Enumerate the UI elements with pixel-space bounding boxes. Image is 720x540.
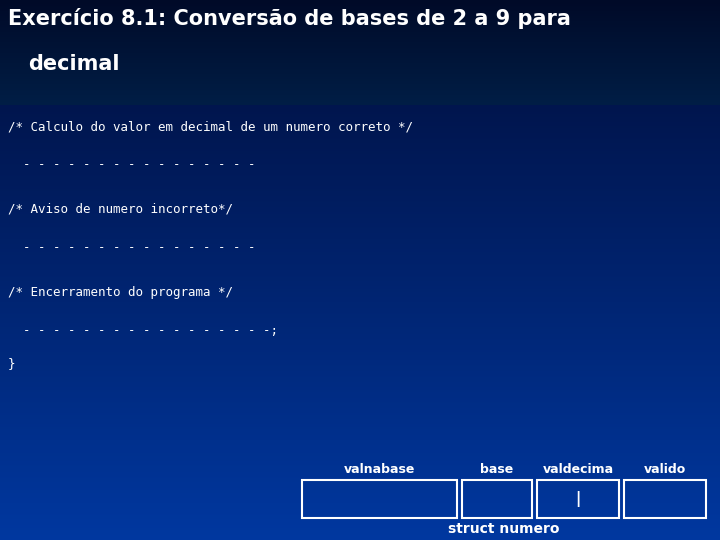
Bar bbox=[537, 480, 619, 518]
Text: /* Encerramento do programa */: /* Encerramento do programa */ bbox=[8, 286, 233, 299]
Text: struct numero: struct numero bbox=[449, 522, 559, 536]
Bar bbox=[462, 480, 532, 518]
Text: decimal: decimal bbox=[28, 54, 120, 74]
Text: Exercício 8.1: Conversão de bases de 2 a 9 para: Exercício 8.1: Conversão de bases de 2 a… bbox=[8, 8, 571, 29]
Text: - - - - - - - - - - - - - - - -: - - - - - - - - - - - - - - - - bbox=[8, 241, 256, 254]
Bar bbox=[302, 480, 457, 518]
Text: - - - - - - - - - - - - - - - -: - - - - - - - - - - - - - - - - bbox=[8, 158, 256, 171]
Text: }: } bbox=[8, 357, 16, 370]
Text: |: | bbox=[573, 491, 582, 507]
Text: valido: valido bbox=[644, 463, 686, 476]
Text: - - - - - - - - - - - - - - - - -;: - - - - - - - - - - - - - - - - -; bbox=[8, 324, 278, 337]
Text: /* Aviso de numero incorreto*/: /* Aviso de numero incorreto*/ bbox=[8, 203, 233, 216]
Text: valnabase: valnabase bbox=[344, 463, 415, 476]
Text: /* Calculo do valor em decimal de um numero correto */: /* Calculo do valor em decimal de um num… bbox=[8, 120, 413, 133]
Text: valdecima: valdecima bbox=[542, 463, 613, 476]
Bar bbox=[624, 480, 706, 518]
Text: base: base bbox=[480, 463, 513, 476]
